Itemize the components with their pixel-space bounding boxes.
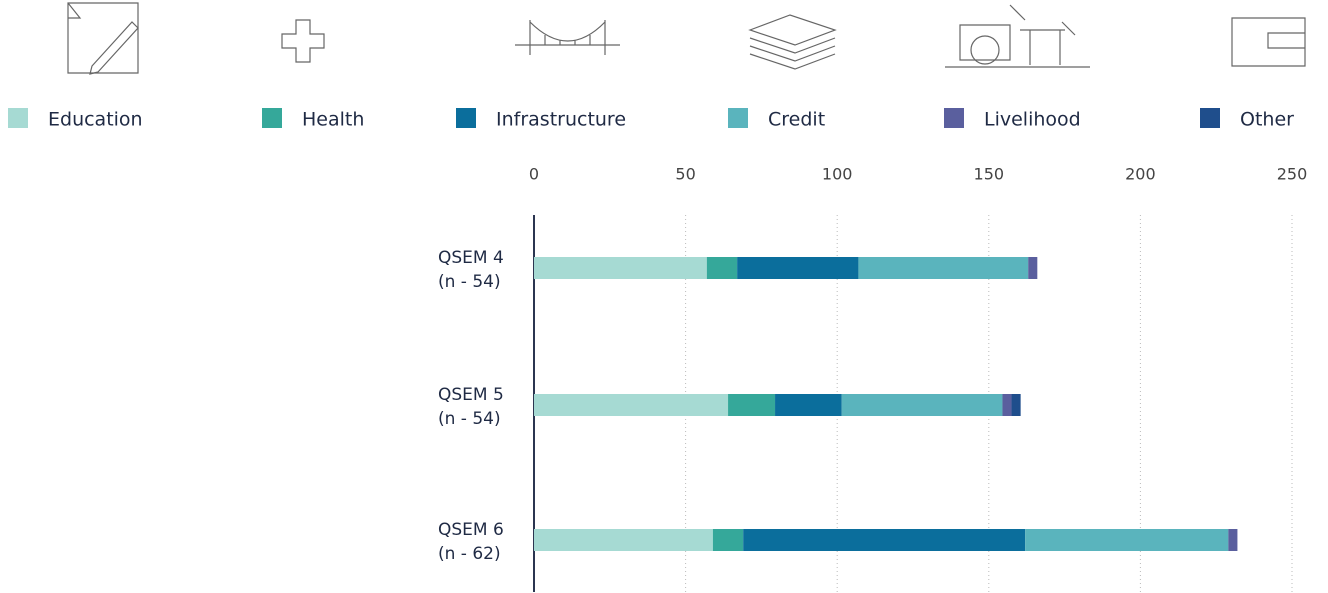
legend-label: Education [48, 109, 143, 131]
bar-segment [534, 394, 729, 416]
bar-segment [775, 394, 842, 416]
legend-label: Infrastructure [496, 109, 626, 131]
icon-plus [281, 19, 325, 63]
x-tick-label: 200 [1125, 165, 1156, 184]
legend-swatch [456, 108, 476, 128]
legend-swatch [728, 108, 748, 128]
bar-segment [706, 257, 738, 279]
bar-segment [1025, 529, 1229, 551]
legend-label: Health [302, 109, 364, 131]
x-tick-label: 50 [675, 165, 695, 184]
x-tick-label: 0 [529, 165, 539, 184]
bar-segment [1028, 257, 1038, 279]
legend-swatch [262, 108, 282, 128]
bar-segment [728, 394, 776, 416]
icon-bridge [515, 20, 620, 55]
legend-label: Livelihood [984, 109, 1081, 131]
bar-segment [712, 529, 744, 551]
icon-wallet [1231, 17, 1306, 67]
bar-segment [1228, 529, 1238, 551]
icon-wheel [970, 35, 1000, 65]
icon-pencil [89, 21, 139, 75]
bar-segment [737, 257, 859, 279]
icon-money [748, 14, 837, 70]
category-label: QSEM 6 [438, 520, 504, 540]
bar-segment [1002, 394, 1012, 416]
bar-segment [743, 529, 1026, 551]
bar-segment [534, 257, 707, 279]
legend-swatch [944, 108, 964, 128]
category-note: (n - 62) [438, 544, 501, 564]
x-tick-label: 100 [822, 165, 853, 184]
category-note: (n - 54) [438, 409, 501, 429]
bar-segment [534, 529, 713, 551]
bar-segment [858, 257, 1029, 279]
x-tick-label: 150 [974, 165, 1005, 184]
category-label: QSEM 4 [438, 248, 504, 268]
category-note: (n - 54) [438, 272, 501, 292]
legend-label: Credit [768, 109, 825, 131]
legend-label: Other [1240, 109, 1294, 131]
bar-segment [1011, 394, 1021, 416]
icon-cart [945, 4, 1090, 68]
icons [67, 2, 1306, 75]
x-tick-label: 250 [1277, 165, 1308, 184]
legend-swatch [1200, 108, 1220, 128]
bar-segment [841, 394, 1003, 416]
icon-paper [67, 2, 139, 74]
category-label: QSEM 5 [438, 385, 504, 405]
legend-swatch [8, 108, 28, 128]
